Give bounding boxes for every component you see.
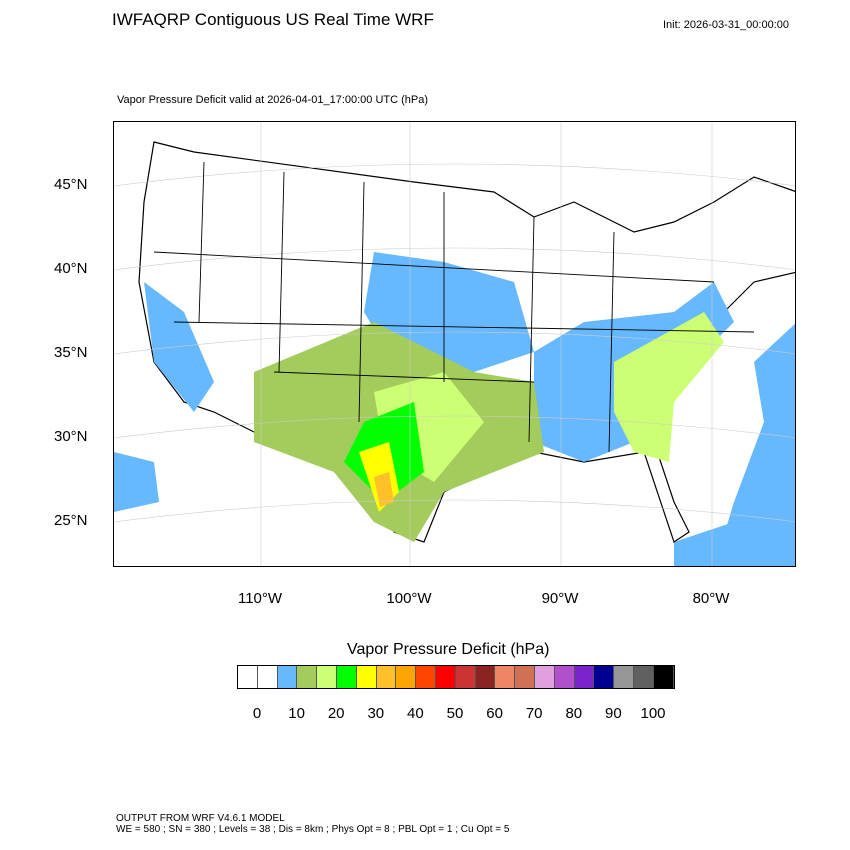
colorbar-box bbox=[435, 666, 456, 688]
lat-label-35n: 35°N bbox=[54, 344, 88, 361]
atlantic-moisture bbox=[714, 323, 795, 566]
init-time: Init: 2026-03-31_00:00:00 bbox=[663, 19, 789, 31]
vpd-map bbox=[113, 121, 796, 567]
colorbar-box bbox=[495, 666, 516, 688]
colorbar-title: Vapor Pressure Deficit (hPa) bbox=[347, 641, 550, 658]
lat-label-30n: 30°N bbox=[54, 428, 88, 445]
plot-title: IWFAQRP Contiguous US Real Time WRF bbox=[112, 10, 434, 29]
pacific-moisture bbox=[114, 452, 159, 512]
lon-label-80w: 80°W bbox=[692, 590, 730, 607]
colorbar bbox=[237, 665, 675, 689]
colorbar-box bbox=[356, 666, 377, 688]
colorbar-label: 0 bbox=[252, 705, 262, 722]
colorbar-label: 20 bbox=[327, 705, 345, 722]
west-coast-blue bbox=[144, 282, 214, 412]
colorbar-label: 50 bbox=[446, 705, 464, 722]
footer-config: WE = 580 ; SN = 380 ; Levels = 38 ; Dis … bbox=[116, 824, 510, 835]
colorbar-box bbox=[297, 666, 318, 688]
colorbar-box bbox=[396, 666, 417, 688]
colorbar-box bbox=[336, 666, 357, 688]
colorbar-label: 10 bbox=[288, 705, 305, 722]
colorbar-box bbox=[614, 666, 634, 688]
colorbar-label: 40 bbox=[407, 705, 424, 722]
southeast-lightgreen bbox=[614, 312, 724, 462]
lat-label-45n: 45°N bbox=[54, 176, 88, 193]
colorbar-label: 90 bbox=[605, 705, 622, 722]
colorbar-label: 60 bbox=[486, 705, 503, 722]
colorbar-box bbox=[416, 666, 436, 688]
colorbar-box bbox=[515, 666, 535, 688]
colorbar-box bbox=[633, 666, 654, 688]
colorbar-box bbox=[594, 666, 615, 688]
colorbar-box bbox=[574, 666, 595, 688]
colorbar-box bbox=[653, 666, 674, 688]
lat-label-40n: 40°N bbox=[54, 260, 88, 277]
colorbar-box bbox=[554, 666, 575, 688]
colorbar-box bbox=[317, 666, 337, 688]
lon-label-110w: 110°W bbox=[237, 590, 283, 607]
gulf-moisture bbox=[674, 522, 754, 566]
colorbar-box bbox=[277, 666, 298, 688]
lat-label-25n: 25°N bbox=[54, 512, 88, 529]
colorbar-box bbox=[475, 666, 496, 688]
colorbar-box bbox=[238, 666, 258, 688]
colorbar-label: 80 bbox=[565, 705, 583, 722]
texas-orange bbox=[374, 472, 394, 507]
colorbar-box bbox=[455, 666, 476, 688]
field-subtitle: Vapor Pressure Deficit valid at 2026-04-… bbox=[117, 94, 429, 106]
colorbar-label: 100 bbox=[640, 705, 666, 722]
colorbar-box bbox=[534, 666, 555, 688]
colorbar-label: 30 bbox=[367, 705, 385, 722]
footer-model: OUTPUT FROM WRF V4.6.1 MODEL bbox=[116, 813, 285, 824]
colorbar-label: 70 bbox=[525, 705, 543, 722]
colorbar-box bbox=[257, 666, 278, 688]
lon-label-100w: 100°W bbox=[386, 590, 432, 607]
lon-label-90w: 90°W bbox=[541, 590, 579, 607]
colorbar-box bbox=[376, 666, 397, 688]
